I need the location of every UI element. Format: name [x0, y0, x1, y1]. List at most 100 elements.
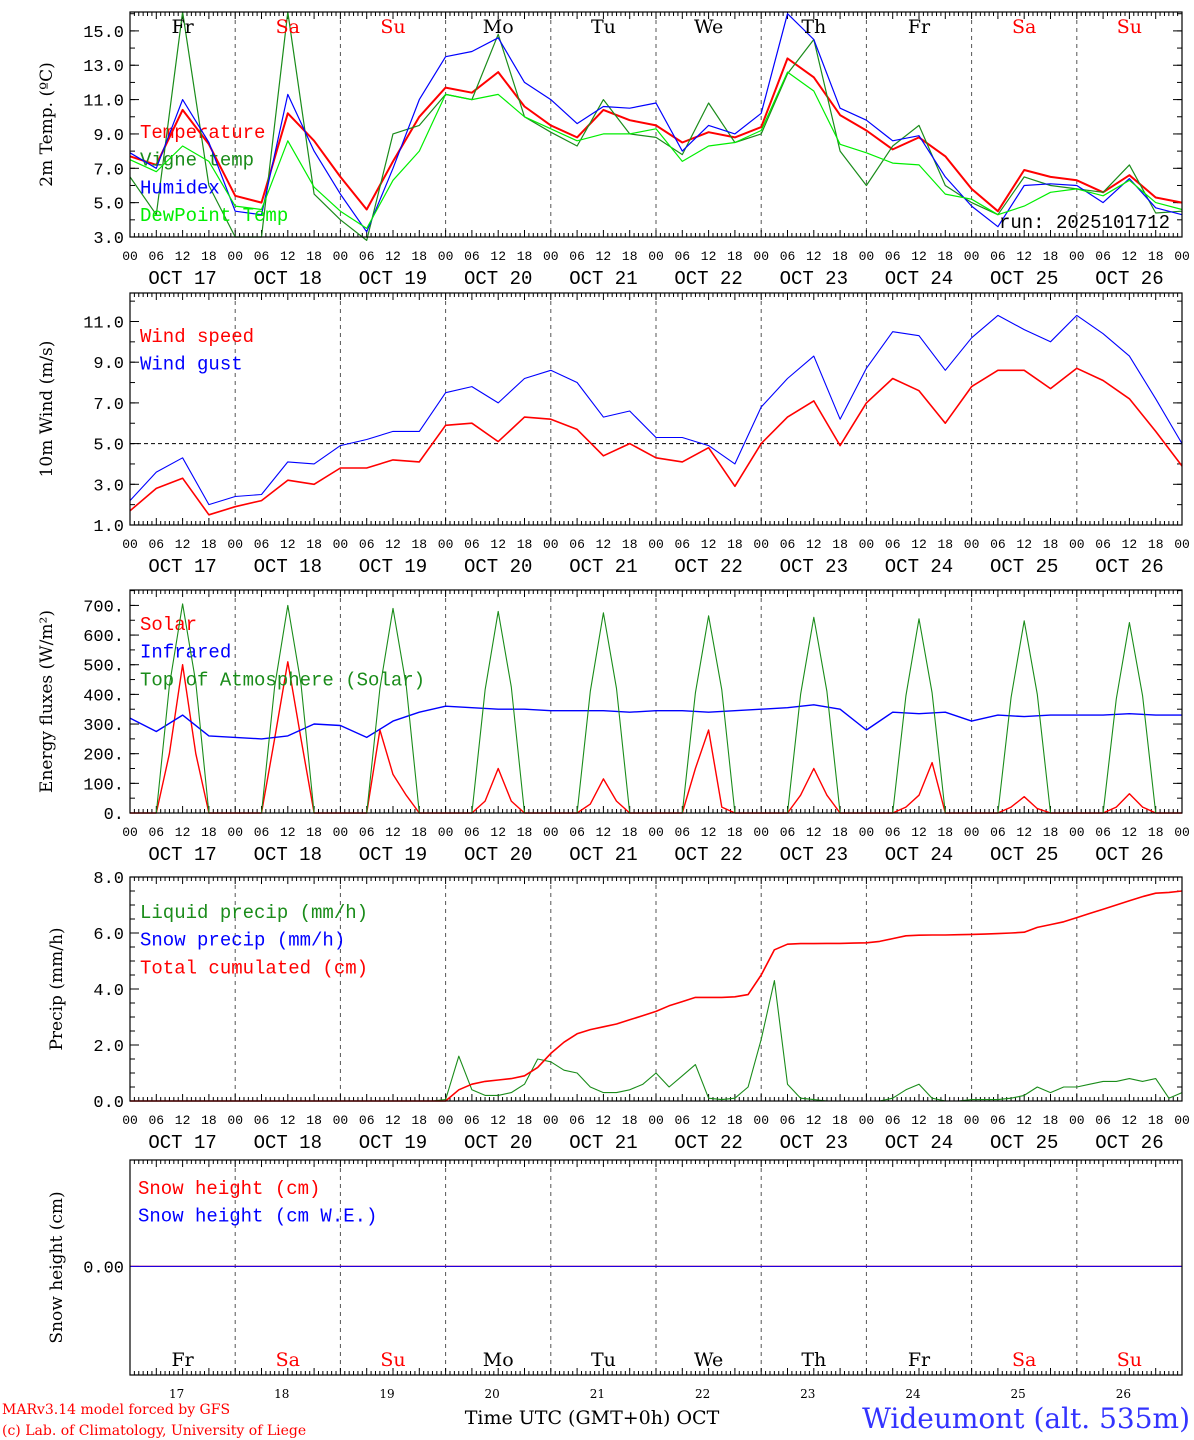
- plot-frame: [129, 292, 1183, 526]
- hour-tick-label: 12: [490, 825, 506, 840]
- hour-tick-label: 06: [148, 1113, 164, 1128]
- day-name-bottom: Su: [380, 1349, 405, 1371]
- hour-tick-label: 12: [911, 537, 927, 552]
- date-label: OCT 19: [359, 1132, 427, 1154]
- hour-tick-label: 06: [464, 1113, 480, 1128]
- hour-tick-label: 00: [438, 537, 454, 552]
- y-tick-label: 8.0: [93, 870, 124, 889]
- day-number: 25: [1011, 1387, 1026, 1401]
- hour-tick-label: 18: [306, 537, 322, 552]
- day-number: 17: [169, 1387, 184, 1401]
- hour-tick-label: 00: [227, 1113, 243, 1128]
- station-name: Wideumont (alt. 535m): [862, 1402, 1190, 1435]
- legend-entry: Total cumulated (cm): [140, 957, 368, 979]
- legend-entry: Wind gust: [140, 354, 243, 376]
- y-tick-label: 4.0: [93, 982, 124, 1001]
- date-label: OCT 21: [569, 844, 637, 866]
- y-tick-label: 5.0: [93, 196, 124, 215]
- y-tick-label: 0.0: [93, 1094, 124, 1113]
- hour-tick-label: 06: [674, 1113, 690, 1128]
- day-name-top: Tu: [591, 16, 616, 38]
- hour-tick-label: 00: [333, 1113, 349, 1128]
- hour-tick-label: 06: [885, 249, 901, 264]
- y-tick-label: 9.0: [93, 127, 124, 146]
- hour-tick-label: 00: [753, 537, 769, 552]
- date-label: OCT 17: [148, 844, 216, 866]
- date-label: OCT 17: [148, 556, 216, 578]
- hour-tick-label: 12: [1122, 537, 1138, 552]
- date-label: OCT 21: [569, 556, 637, 578]
- hour-tick-label: 06: [359, 1113, 375, 1128]
- hour-tick-label: 06: [569, 537, 585, 552]
- hour-tick-label: 18: [1043, 1113, 1059, 1128]
- day-name-top: Su: [1117, 16, 1142, 38]
- y-tick-label: 300.: [83, 717, 124, 736]
- hour-tick-label: 06: [674, 537, 690, 552]
- date-label: OCT 18: [254, 1132, 322, 1154]
- hour-tick-label: 00: [122, 825, 138, 840]
- date-label: OCT 24: [885, 844, 953, 866]
- series-line-humidex: [129, 13, 1183, 233]
- hour-tick-label: 06: [674, 825, 690, 840]
- y-tick-label: 9.0: [93, 355, 124, 374]
- hour-tick-label: 00: [227, 825, 243, 840]
- legend-entry: Snow height (cm): [138, 1178, 320, 1200]
- day-number: 24: [905, 1387, 921, 1401]
- hour-tick-label: 18: [411, 537, 427, 552]
- y-tick-label: 7.0: [93, 396, 124, 415]
- hour-tick-label: 18: [517, 825, 533, 840]
- y-tick-label: 6.0: [93, 926, 124, 945]
- hour-tick-label: 00: [1069, 249, 1085, 264]
- date-label: OCT 18: [254, 556, 322, 578]
- hour-tick-label: 00: [122, 1113, 138, 1128]
- hour-tick-label: 06: [990, 537, 1006, 552]
- date-label: OCT 19: [359, 844, 427, 866]
- date-label: OCT 23: [780, 556, 848, 578]
- hour-tick-label: 18: [622, 1113, 638, 1128]
- hour-tick-label: 06: [885, 537, 901, 552]
- hour-tick-label: 18: [517, 1113, 533, 1128]
- hour-tick-label: 00: [543, 1113, 559, 1128]
- hour-tick-label: 06: [1095, 537, 1111, 552]
- day-name-bottom: Mo: [483, 1349, 514, 1371]
- hour-tick-label: 06: [780, 1113, 796, 1128]
- series-line-dewpoint-temp: [129, 71, 1183, 229]
- date-label: OCT 23: [780, 268, 848, 290]
- hour-tick-label: 18: [832, 249, 848, 264]
- y-tick-label: 100.: [83, 776, 124, 795]
- hour-tick-label: 06: [148, 537, 164, 552]
- hour-tick-label: 18: [832, 825, 848, 840]
- x-axis-title: Time UTC (GMT+0h) OCT: [465, 1407, 720, 1429]
- date-label: OCT 25: [990, 1132, 1058, 1154]
- day-name-bottom: Sa: [276, 1349, 300, 1371]
- plot-frame: [129, 876, 1183, 1102]
- hour-tick-label: 00: [438, 825, 454, 840]
- day-number: 20: [485, 1387, 500, 1401]
- credit-lab: (c) Lab. of Climatology, University of L…: [2, 1423, 306, 1439]
- hour-tick-label: 12: [596, 537, 612, 552]
- y-tick-label: 500.: [83, 658, 124, 677]
- legend-entry: Wind speed: [140, 326, 254, 348]
- hour-tick-label: 18: [622, 249, 638, 264]
- hour-tick-label: 12: [806, 249, 822, 264]
- y-tick-label: 3.0: [93, 230, 124, 249]
- day-name-bottom: Th: [801, 1349, 826, 1371]
- day-name-bottom: Fr: [908, 1349, 931, 1371]
- hour-tick-label: 00: [543, 249, 559, 264]
- hour-tick-label: 00: [859, 825, 875, 840]
- legend-entry: Solar: [140, 614, 197, 636]
- hour-tick-label: 00: [1174, 825, 1190, 840]
- panel-3: 0. 100. 200. 300. 400. 500. 600. 700. Energy flu…: [37, 589, 1190, 866]
- plot-frame: [129, 11, 1183, 238]
- plot-frame: [129, 1159, 1183, 1376]
- y-axis-label: Energy fluxes (W/m²): [37, 610, 57, 793]
- day-number: 23: [800, 1387, 815, 1401]
- y-tick-label: 3.0: [93, 477, 124, 496]
- hour-tick-label: 18: [411, 825, 427, 840]
- hour-tick-label: 18: [306, 1113, 322, 1128]
- hour-tick-label: 06: [1095, 825, 1111, 840]
- day-name-top: Fr: [171, 16, 194, 38]
- hour-tick-label: 12: [911, 1113, 927, 1128]
- hour-tick-label: 00: [122, 537, 138, 552]
- date-label: OCT 20: [464, 268, 532, 290]
